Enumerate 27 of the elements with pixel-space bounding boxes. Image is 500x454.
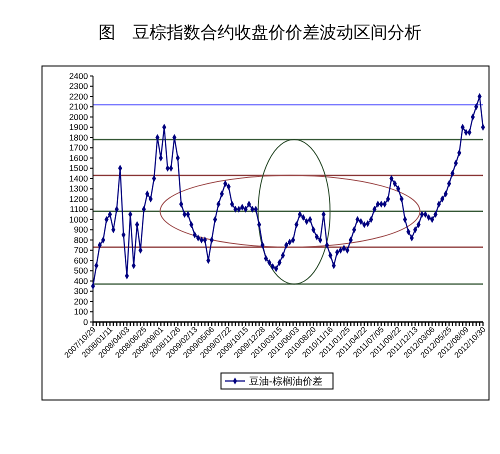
y-tick-label: 300 [74,286,88,296]
y-tick-label: 1800 [69,132,88,142]
y-tick-label: 2100 [69,102,88,112]
y-tick-label: 1900 [69,122,88,132]
y-tick-label: 2300 [69,81,88,92]
y-tick-label: 600 [74,255,88,266]
y-tick-label: 400 [74,276,88,286]
y-tick-label: 700 [74,245,88,256]
y-tick-label: 1000 [69,214,88,224]
y-tick-label: 200 [74,296,88,306]
y-tick-label: 2000 [69,112,88,122]
y-tick-label: 2200 [69,91,88,102]
y-tick-label: 1100 [70,204,88,214]
y-tick-label: 500 [74,266,88,276]
y-tick-label: 2400 [69,70,88,81]
y-tick-label: 1500 [69,163,88,174]
y-tick-label: 1700 [69,142,88,153]
y-tick-label: 800 [74,234,88,245]
y-tick-label: 900 [74,224,88,235]
y-tick-label: 100 [74,306,88,317]
chart-title: 图 豆棕指数合约收盘价价差波动区间分析 [98,23,422,43]
y-tick-label: 1400 [69,173,88,184]
y-tick-label: 1300 [69,184,88,194]
y-tick-label: 1600 [69,152,88,163]
y-tick-label: 0 [83,316,88,327]
legend-label: 豆油-棕榈油价差 [249,376,322,388]
y-tick-label: 1200 [69,194,88,204]
